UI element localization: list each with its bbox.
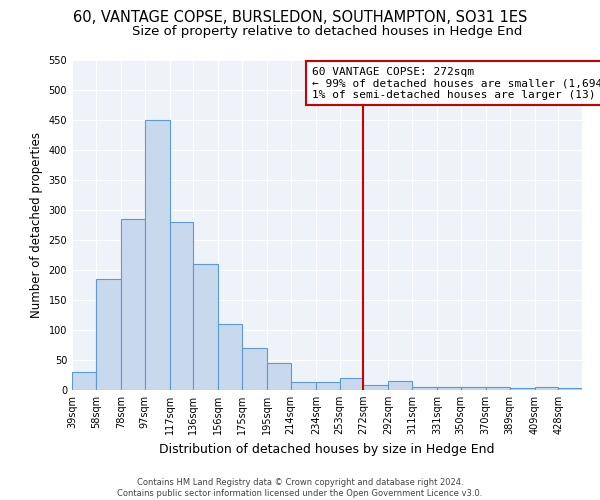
Bar xyxy=(72,372,96,390)
Bar xyxy=(316,382,340,390)
Bar xyxy=(96,279,121,390)
Bar xyxy=(558,388,582,390)
Bar xyxy=(267,363,291,390)
Bar xyxy=(170,222,193,390)
Bar xyxy=(121,219,145,390)
Bar xyxy=(145,120,170,390)
Bar xyxy=(363,385,388,390)
Bar xyxy=(535,387,558,390)
Text: 60 VANTAGE COPSE: 272sqm
← 99% of detached houses are smaller (1,694)
1% of semi: 60 VANTAGE COPSE: 272sqm ← 99% of detach… xyxy=(312,66,600,100)
Y-axis label: Number of detached properties: Number of detached properties xyxy=(30,132,43,318)
Bar xyxy=(388,381,412,390)
Bar xyxy=(486,387,509,390)
Bar xyxy=(242,348,267,390)
Bar xyxy=(461,387,486,390)
Bar xyxy=(340,378,363,390)
Bar xyxy=(218,324,242,390)
Bar xyxy=(193,264,218,390)
Text: Contains HM Land Registry data © Crown copyright and database right 2024.
Contai: Contains HM Land Registry data © Crown c… xyxy=(118,478,482,498)
Title: Size of property relative to detached houses in Hedge End: Size of property relative to detached ho… xyxy=(132,25,522,38)
Bar xyxy=(291,382,316,390)
Text: 60, VANTAGE COPSE, BURSLEDON, SOUTHAMPTON, SO31 1ES: 60, VANTAGE COPSE, BURSLEDON, SOUTHAMPTO… xyxy=(73,10,527,25)
Bar xyxy=(437,387,461,390)
Bar xyxy=(412,387,437,390)
Bar xyxy=(509,388,535,390)
X-axis label: Distribution of detached houses by size in Hedge End: Distribution of detached houses by size … xyxy=(159,442,495,456)
